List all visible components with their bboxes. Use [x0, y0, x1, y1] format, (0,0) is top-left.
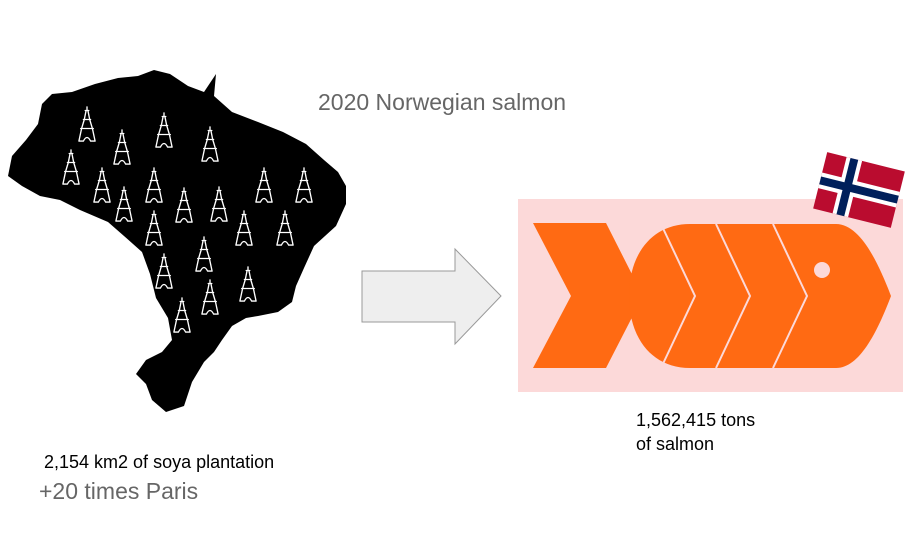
page-title: 2020 Norwegian salmon	[318, 89, 567, 115]
salmon-unit-label: of salmon	[636, 434, 715, 454]
salmon-tons-label: 1,562,415 tons	[636, 410, 756, 430]
fish-eye	[814, 262, 830, 278]
paris-comparison-label: +20 times Paris	[39, 478, 199, 504]
right-arrow-icon	[361, 247, 502, 346]
brazil-map-icon	[8, 70, 346, 412]
norway-flag-icon	[813, 152, 905, 228]
soya-area-label: 2,154 km2 of soya plantation	[44, 452, 275, 472]
salmon-fish-icon	[533, 223, 891, 369]
